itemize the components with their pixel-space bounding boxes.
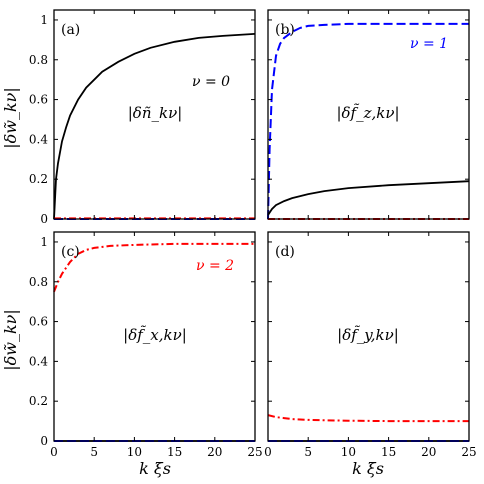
panel-c-xtick-label: 5 — [90, 445, 98, 459]
panel-c: 0 5 10 15 20 25 0 0.2 0.4 0.6 0.8 1 (c) ν = 2 |δf̃_… — [29, 231, 263, 459]
panel-c-annotation: ν = 2 — [196, 258, 234, 274]
panel-d-xtick-label: 15 — [381, 445, 396, 459]
panel-b-annotation: ν = 1 — [410, 36, 448, 52]
panel-d-frame — [267, 231, 470, 442]
panel-b: (b) ν = 1 |δf̃_z,kν| — [267, 9, 470, 220]
y-axis-label-top: |δw̃_kν| — [1, 87, 20, 149]
panel-c-xtick-label: 20 — [207, 445, 222, 459]
panel-b-center-label: |δf̃_z,kν| — [336, 104, 399, 122]
y-axis-label-bottom: |δw̃_kν| — [1, 309, 20, 371]
panel-c-xtick-label: 0 — [50, 445, 58, 459]
panel-c-frame — [53, 231, 256, 442]
panel-a-ytick-label: 0.6 — [29, 93, 48, 107]
panel-b-series-0-line — [267, 22, 469, 220]
panel-a-annotation: ν = 0 — [192, 74, 230, 90]
x-axis-label-right: k ξs — [352, 459, 384, 478]
panel-c-series-0-line — [53, 242, 255, 293]
panel-d-center-label: |δf̃_y,kν| — [337, 326, 399, 344]
panel-a-ytick-label: 0.4 — [29, 132, 48, 146]
x-axis-label-left: k ξs — [139, 459, 171, 478]
panel-a-frame — [53, 9, 256, 220]
panel-c-center-label: |δf̃_x,kν| — [123, 326, 187, 344]
panel-b-series-1-line — [267, 180, 470, 216]
panel-d-label: (d) — [275, 244, 295, 260]
panel-c-ytick-label: 0.2 — [29, 394, 48, 408]
panel-a-series-0-line — [53, 33, 256, 220]
panel-a-ytick-label: 1 — [40, 13, 48, 27]
panel-d-xtick-label: 20 — [421, 445, 436, 459]
panel-a-ytick-label: 0.2 — [29, 172, 48, 186]
panel-b-label: (b) — [275, 22, 295, 38]
panel-d-xtick-label: 0 — [264, 445, 272, 459]
panel-c-xtick-label: 10 — [127, 445, 142, 459]
panel-a-center-label: |δñ_kν| — [128, 104, 183, 122]
panel-d-xtick-label: 5 — [304, 445, 312, 459]
panel-c-ytick-label: 0.8 — [29, 275, 48, 289]
panel-a-label: (a) — [61, 22, 80, 38]
panel-c-xtick-label: 25 — [247, 445, 262, 459]
panel-b-frame — [267, 9, 470, 220]
panel-d-xtick-label: 25 — [461, 445, 476, 459]
panel-c-ytick-label: 1 — [40, 235, 48, 249]
panel-c-ytick-label: 0.6 — [29, 315, 48, 329]
panel-d: 0 5 10 15 20 25 (d) |δf̃_y,kν| — [264, 231, 477, 459]
panel-c-xtick-label: 15 — [167, 445, 182, 459]
panel-c-ytick-label: 0 — [40, 434, 48, 448]
panel-a-ytick-label: 0.8 — [29, 53, 48, 67]
panel-a: 0 0.2 0.4 0.6 0.8 1 (a) ν = 0 |δñ_kν| — [29, 9, 256, 226]
panel-d-xtick-label: 10 — [341, 445, 356, 459]
panel-c-label: (c) — [61, 244, 80, 260]
panel-d-series-0-line — [267, 414, 469, 423]
panel-a-ytick-label: 0 — [40, 212, 48, 226]
panel-c-ytick-label: 0.4 — [29, 354, 48, 368]
